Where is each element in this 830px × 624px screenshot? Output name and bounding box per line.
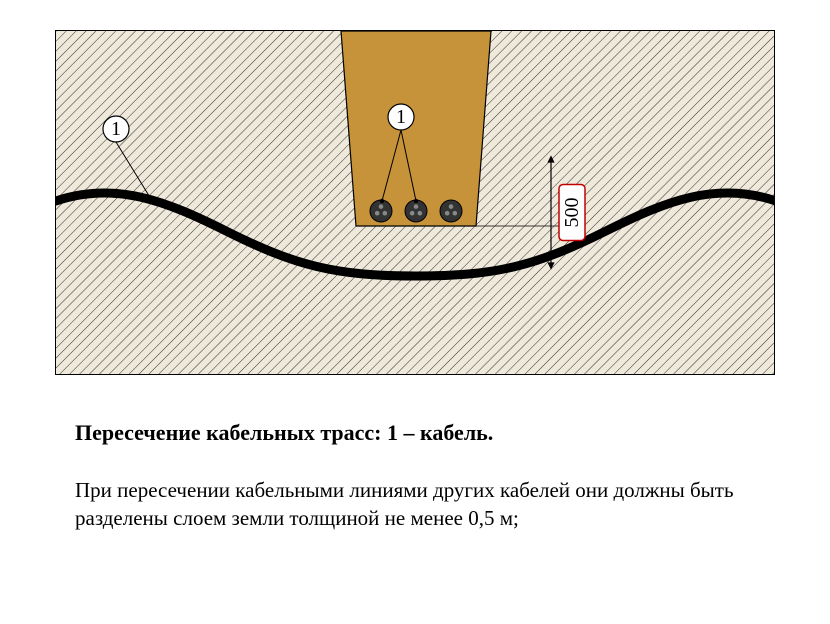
svg-text:500: 500: [561, 198, 583, 228]
svg-text:1: 1: [396, 106, 406, 128]
svg-text:1: 1: [111, 118, 121, 140]
caption-block: Пересечение кабельных трасс: 1 – кабель.…: [75, 420, 775, 533]
diagram-panel: 500 1 1: [55, 30, 775, 375]
diagram-body: При пересечении кабельными линиями други…: [75, 476, 775, 533]
diagram-title: Пересечение кабельных трасс: 1 – кабель.: [75, 420, 775, 446]
